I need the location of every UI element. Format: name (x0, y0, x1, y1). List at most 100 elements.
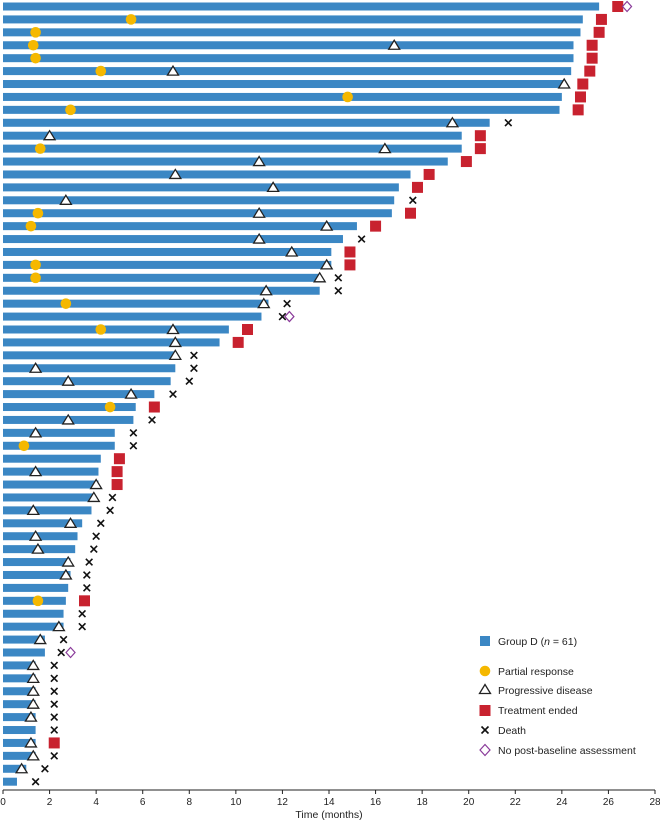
patient-bar (3, 260, 332, 269)
death-marker (50, 726, 59, 734)
patient-bar (3, 118, 490, 127)
patient-bar (3, 105, 560, 114)
death-marker (82, 584, 91, 592)
death-marker (148, 416, 156, 424)
progressive-disease-marker (445, 116, 460, 128)
patient-bar (3, 273, 320, 282)
death-marker (41, 764, 49, 773)
treatment-ended-marker (370, 220, 382, 232)
progressive-disease-marker (59, 568, 73, 580)
patient-bar (3, 41, 574, 50)
treatment-ended-marker (344, 246, 356, 258)
treatment-ended-marker (344, 259, 356, 271)
no-post-baseline-marker (65, 646, 76, 659)
partial-response-marker (104, 401, 116, 413)
patient-bar (3, 648, 45, 657)
x-axis-ticks: 0 2 4 6 8 10 12 14 16 18 20 22 24 26 28 (0, 790, 660, 808)
treatment-ended-marker (405, 207, 416, 219)
bars-layer (3, 2, 600, 786)
progressive-disease-marker (387, 39, 401, 50)
partial-response-marker (30, 259, 41, 271)
legend-npba-marker (479, 743, 491, 757)
patient-bar (3, 390, 155, 399)
progressive-disease-marker (63, 517, 78, 528)
markers-layer (14, 0, 633, 786)
x-axis-title: Time (months) (295, 809, 362, 821)
partial-response-marker (27, 39, 39, 51)
patient-bar (3, 403, 136, 412)
death-marker (504, 118, 513, 127)
death-marker (185, 377, 194, 386)
treatment-ended-marker (586, 39, 598, 51)
legend-death-marker (480, 725, 490, 735)
progressive-disease-marker (285, 245, 299, 257)
partial-response-marker (342, 91, 353, 103)
partial-response-marker (30, 27, 41, 38)
partial-response-marker (95, 324, 107, 335)
x-tick-label: 0 (0, 797, 6, 808)
death-marker (50, 713, 59, 721)
treatment-ended-marker (460, 156, 472, 168)
treatment-ended-marker (612, 1, 624, 12)
patient-bar (3, 480, 99, 489)
no-post-baseline-marker (284, 310, 295, 323)
patient-bar (3, 209, 392, 218)
death-marker (129, 441, 138, 450)
death-marker (190, 351, 198, 360)
patient-bar (3, 532, 78, 541)
patient-bar (3, 622, 64, 631)
patient-bar (3, 183, 399, 192)
progressive-disease-marker (252, 232, 266, 244)
treatment-ended-marker (232, 336, 244, 348)
treatment-ended-marker (584, 65, 596, 77)
death-marker (50, 700, 59, 709)
progressive-disease-marker (166, 323, 180, 335)
death-marker (169, 390, 177, 398)
treatment-ended-marker (574, 91, 586, 103)
progressive-disease-marker (26, 697, 40, 709)
treatment-ended-marker (111, 466, 123, 478)
progressive-disease-marker (28, 529, 43, 541)
x-tick-label: 6 (140, 797, 146, 808)
progressive-disease-marker (24, 736, 38, 748)
death-marker (85, 558, 94, 566)
treatment-ended-marker (111, 479, 123, 491)
patient-bar (3, 726, 36, 735)
no-post-baseline-marker (621, 0, 633, 13)
progressive-disease-marker (28, 465, 43, 477)
patient-bar (3, 493, 94, 502)
patient-bar (3, 80, 565, 89)
progressive-disease-marker (61, 555, 75, 567)
patient-bar (3, 441, 115, 450)
progressive-disease-marker (59, 194, 73, 205)
x-tick-label: 16 (370, 797, 382, 808)
legend-npba-label: No post-baseline assessment (498, 745, 636, 757)
treatment-ended-marker (148, 401, 160, 413)
partial-response-marker (25, 220, 37, 232)
progressive-disease-marker (252, 155, 266, 167)
death-marker (334, 286, 343, 295)
legend-te-label: Treatment ended (498, 705, 578, 717)
progressive-disease-marker (313, 271, 327, 283)
progressive-disease-marker (89, 478, 103, 490)
progressive-disease-marker (259, 284, 273, 296)
partial-response-marker (125, 14, 137, 25)
progressive-disease-marker (320, 258, 334, 270)
progressive-disease-marker (168, 349, 182, 360)
patient-bar (3, 738, 36, 747)
death-marker (82, 571, 91, 579)
treatment-ended-marker (423, 168, 435, 180)
patient-bar (3, 325, 229, 334)
progressive-disease-marker (252, 206, 266, 218)
treatment-ended-marker (474, 143, 486, 155)
legend-death-label: Death (498, 725, 526, 737)
progressive-disease-marker (14, 762, 29, 774)
progressive-disease-marker (28, 426, 43, 438)
patient-bar (3, 570, 71, 579)
patient-bar (3, 286, 320, 295)
progressive-disease-marker (31, 542, 45, 554)
legend-te-marker (479, 705, 491, 716)
patient-bar (3, 428, 115, 437)
partial-response-marker (60, 298, 72, 309)
death-marker (106, 506, 114, 515)
